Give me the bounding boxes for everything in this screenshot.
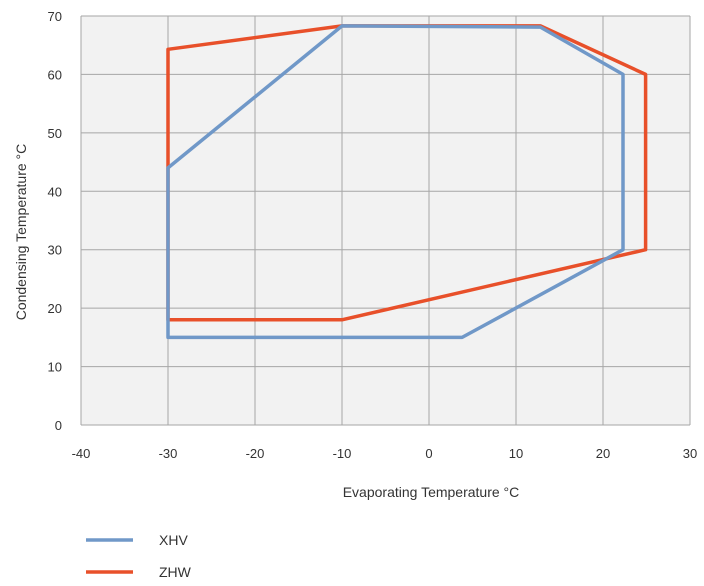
x-tick-label: 30 xyxy=(683,446,697,461)
y-tick-label: 40 xyxy=(48,184,62,199)
y-tick-label: 0 xyxy=(55,418,62,433)
legend-label-xhv: XHV xyxy=(159,532,188,548)
x-tick-label: -20 xyxy=(246,446,265,461)
y-tick-label: 20 xyxy=(48,301,62,316)
x-tick-label: -10 xyxy=(333,446,352,461)
y-tick-labels: 0 10 20 30 40 50 60 70 xyxy=(48,9,62,433)
x-tick-label: 20 xyxy=(596,446,610,461)
plot-background xyxy=(81,16,690,425)
series-line-xhv xyxy=(166,24,625,340)
x-tick-label: -30 xyxy=(159,446,178,461)
legend-label-zhw: ZHW xyxy=(159,564,192,580)
series-layer xyxy=(166,24,648,340)
legend: XHV ZHW xyxy=(86,532,192,580)
y-tick-label: 60 xyxy=(48,67,62,82)
x-tick-label: -40 xyxy=(72,446,91,461)
x-tick-label: 10 xyxy=(509,446,523,461)
x-tick-label: 0 xyxy=(425,446,432,461)
y-tick-label: 30 xyxy=(48,243,62,258)
grid-layer xyxy=(80,15,691,426)
y-tick-label: 70 xyxy=(48,9,62,24)
x-axis-title: Evaporating Temperature °C xyxy=(343,484,520,500)
y-tick-label: 50 xyxy=(48,126,62,141)
series-line-zhw xyxy=(166,24,648,322)
y-tick-label: 10 xyxy=(48,360,62,375)
y-axis-title: Condensing Temperature °C xyxy=(13,144,29,321)
x-tick-labels: -40 -30 -20 -10 0 10 20 30 xyxy=(72,446,698,461)
